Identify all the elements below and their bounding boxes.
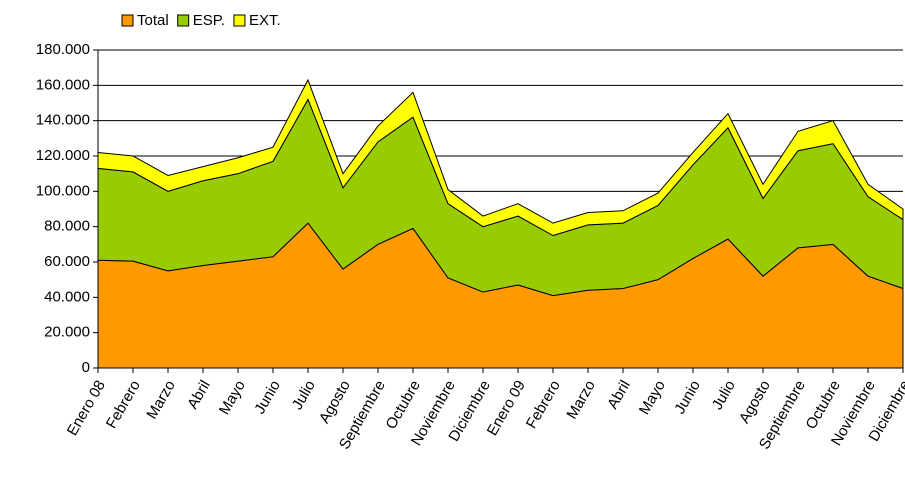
legend-swatch <box>121 14 134 27</box>
y-tick-label: 120.000 <box>36 147 90 164</box>
x-tick-label: Junio <box>671 377 704 417</box>
y-tick-label: 180.000 <box>36 41 90 58</box>
y-tick-label: 20.000 <box>44 324 90 341</box>
legend-swatch <box>233 14 246 27</box>
x-tick-label: Agosto <box>736 377 774 426</box>
legend-label: Total <box>137 12 169 29</box>
legend-label: EXT. <box>249 12 281 29</box>
y-tick-label: 100.000 <box>36 182 90 199</box>
y-tick-label: 160.000 <box>36 76 90 93</box>
x-tick-label: Mayo <box>636 377 669 417</box>
x-tick-label: Agosto <box>316 377 354 426</box>
x-tick-label: Marzo <box>143 377 179 422</box>
y-tick-label: 0 <box>82 359 90 376</box>
x-tick-label: Julio <box>709 377 739 412</box>
y-tick-label: 80.000 <box>44 218 90 235</box>
legend-swatch <box>177 14 190 27</box>
y-tick-label: 60.000 <box>44 253 90 270</box>
y-tick-label: 40.000 <box>44 288 90 305</box>
x-tick-label: Mayo <box>216 377 249 417</box>
x-tick-label: Febrero <box>103 377 144 431</box>
x-tick-label: Marzo <box>563 377 599 422</box>
legend-label: ESP. <box>193 12 225 29</box>
area <box>97 78 904 237</box>
x-tick-label: Enero 08 <box>64 377 109 438</box>
x-tick-label: Febrero <box>523 377 564 431</box>
y-tick-label: 140.000 <box>36 112 90 129</box>
x-tick-label: Abril <box>604 377 634 411</box>
x-tick-label: Abril <box>184 377 214 411</box>
x-tick-label: Junio <box>251 377 284 417</box>
x-tick-label: Julio <box>289 377 319 412</box>
